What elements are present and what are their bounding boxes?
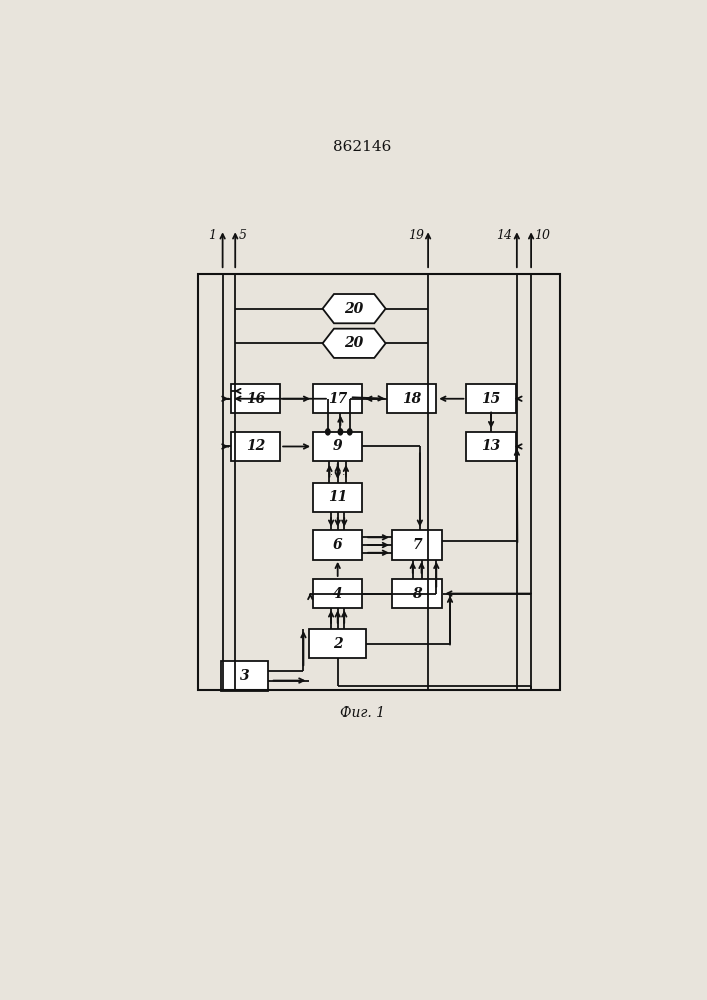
Bar	[313, 432, 363, 461]
Bar	[313, 579, 363, 608]
Text: 862146: 862146	[333, 140, 392, 154]
Bar	[467, 432, 516, 461]
Text: 11: 11	[328, 490, 347, 504]
Text: 4: 4	[333, 587, 342, 601]
Polygon shape	[322, 294, 385, 323]
Text: 18: 18	[402, 392, 421, 406]
Text: 20: 20	[344, 302, 363, 316]
Text: 10: 10	[534, 229, 550, 242]
Text: Фиг. 1: Фиг. 1	[340, 706, 385, 720]
Bar	[313, 384, 363, 413]
Text: . . .: . . .	[330, 467, 345, 477]
Text: 8: 8	[412, 587, 422, 601]
Bar	[392, 579, 442, 608]
Text: 13: 13	[481, 439, 501, 453]
Text: 3: 3	[240, 669, 250, 683]
Bar	[313, 530, 363, 560]
Text: 2: 2	[333, 637, 342, 651]
Circle shape	[326, 429, 330, 435]
Text: 15: 15	[481, 392, 501, 406]
Text: 19: 19	[408, 229, 423, 242]
Text: 12: 12	[246, 439, 265, 453]
Bar	[313, 483, 363, 512]
Text: 17: 17	[328, 392, 347, 406]
Bar	[221, 661, 268, 691]
Text: 1: 1	[208, 229, 216, 242]
Text: 9: 9	[333, 439, 342, 453]
Bar	[231, 384, 280, 413]
Bar	[387, 384, 436, 413]
Bar	[309, 629, 366, 658]
Text: 6: 6	[333, 538, 342, 552]
Bar	[231, 432, 280, 461]
Circle shape	[348, 429, 352, 435]
Text: 20: 20	[344, 336, 363, 350]
Circle shape	[338, 429, 343, 435]
Bar	[198, 274, 560, 690]
Polygon shape	[322, 329, 385, 358]
Text: 16: 16	[246, 392, 265, 406]
Text: 7: 7	[412, 538, 422, 552]
Text: 14: 14	[496, 229, 513, 242]
Bar	[467, 384, 516, 413]
Bar	[392, 530, 442, 560]
Text: 5: 5	[238, 229, 247, 242]
